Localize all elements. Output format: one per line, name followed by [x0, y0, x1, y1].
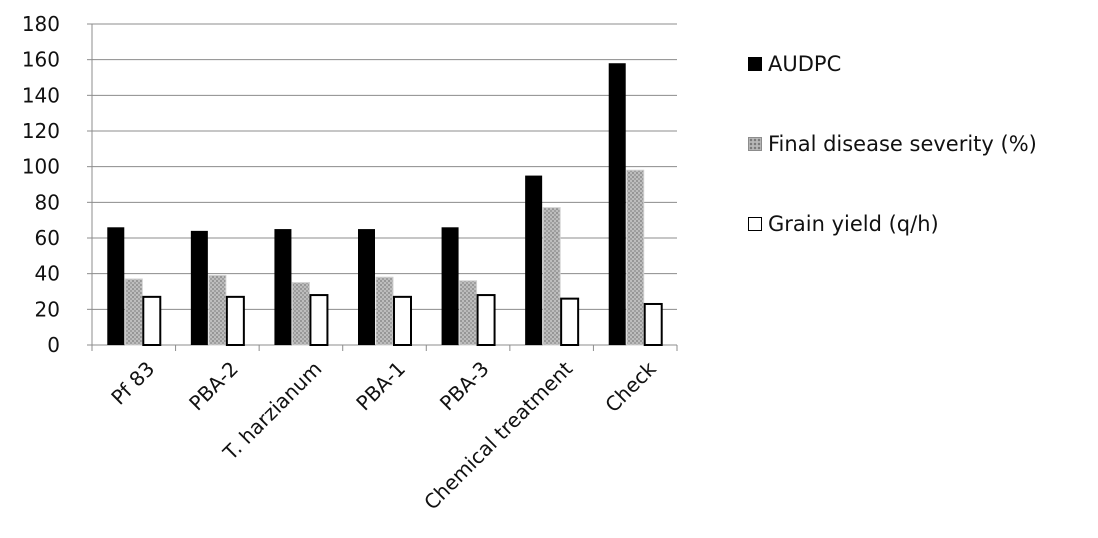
- y-tick-label: 20: [35, 297, 60, 321]
- legend-swatch-audpc: [748, 57, 762, 71]
- legend-item-final-disease-severity: Final disease severity (%): [748, 132, 1037, 156]
- bar-grain-yield: [643, 302, 663, 347]
- bar-audpc: [190, 230, 208, 345]
- y-axis: 0 20 40 60 80 100 120 140 160 180: [22, 12, 93, 357]
- bar-final-disease-severity: [375, 276, 394, 346]
- x-tick-label: Pf 83: [106, 357, 159, 410]
- bar-grain-yield: [225, 295, 245, 347]
- y-tick-label: 140: [22, 83, 60, 107]
- legend-label-final-disease-severity: Final disease severity (%): [768, 132, 1037, 156]
- bar-audpc: [525, 175, 543, 345]
- gridlines: [92, 23, 677, 310]
- legend-label-grain-yield: Grain yield (q/h): [768, 212, 939, 236]
- bar-audpc: [107, 227, 125, 345]
- bar-audpc: [274, 229, 292, 345]
- bar-final-disease-severity: [124, 278, 143, 346]
- x-tick-label: Chemical treatment: [419, 356, 577, 514]
- bars: [107, 63, 663, 347]
- bar-grain-yield: [476, 294, 496, 347]
- legend-item-grain-yield: Grain yield (q/h): [748, 212, 1037, 236]
- bar-final-disease-severity: [626, 169, 645, 346]
- legend: AUDPC Final disease severity (%) Grain y…: [748, 52, 1037, 292]
- bar-final-disease-severity: [291, 282, 310, 346]
- y-tick-label: 80: [35, 190, 60, 214]
- y-tick-label: 40: [35, 262, 60, 286]
- bar-final-disease-severity: [208, 274, 227, 346]
- bar-audpc: [358, 229, 375, 345]
- legend-swatch-final-disease-severity: [748, 137, 762, 151]
- legend-item-audpc: AUDPC: [748, 52, 1037, 76]
- y-tick-label: 180: [22, 12, 60, 36]
- bar-final-disease-severity: [459, 280, 478, 346]
- x-tick-label: PBA-2: [184, 357, 243, 416]
- legend-swatch-grain-yield: [748, 217, 762, 231]
- bar-audpc: [608, 63, 626, 345]
- y-tick-label: 160: [22, 48, 60, 72]
- y-tick-label: 100: [22, 155, 60, 179]
- legend-label-audpc: AUDPC: [768, 52, 842, 76]
- x-tick-label: Check: [600, 356, 661, 417]
- x-axis: Pf 83 PBA-2T. harzianum PBA-1 PBA-3Chemical…: [91, 344, 678, 515]
- bar-grain-yield: [393, 295, 412, 347]
- bar-grain-yield: [309, 294, 329, 347]
- y-tick-label: 60: [35, 226, 60, 250]
- bar-audpc: [441, 227, 459, 345]
- x-tick-label: PBA-1: [351, 357, 410, 416]
- y-tick-label: 0: [47, 333, 60, 357]
- bar-grain-yield: [142, 295, 162, 347]
- bar-grain-yield: [560, 297, 580, 346]
- y-tick-label: 120: [22, 119, 60, 143]
- x-tick-label: PBA-3: [435, 357, 494, 416]
- bar-final-disease-severity: [542, 207, 561, 346]
